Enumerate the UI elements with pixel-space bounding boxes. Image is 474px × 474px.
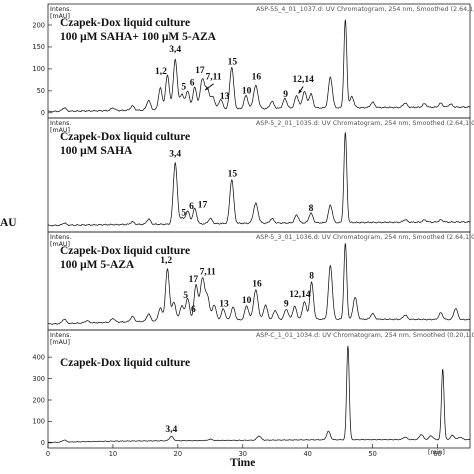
y-axis-label-unit: [mAU] — [50, 127, 70, 134]
chromatogram-trace — [47, 345, 471, 444]
peak-label: 7,11 — [200, 268, 216, 278]
peak-label: 15 — [228, 58, 238, 68]
peak-label: 6 — [190, 79, 195, 89]
peak-label: 15 — [228, 170, 238, 180]
peak-label: 12,14 — [289, 290, 311, 300]
peak-label: 1,2 — [160, 256, 172, 266]
peak-label: 6 — [191, 305, 196, 315]
y-tick-label: 200 — [32, 21, 45, 29]
panel-title-line-1: Czapek-Dox liquid culture — [60, 357, 190, 369]
y-tick-label: 150 — [32, 43, 45, 51]
chromatogram-trace — [47, 19, 471, 113]
peak-label: 13 — [219, 300, 229, 310]
peak-label: 3,4 — [165, 425, 177, 435]
peak-label: 5 — [183, 291, 188, 301]
figure-x-axis-label: Time — [230, 457, 255, 469]
peak-label: 12,14 — [292, 75, 314, 85]
panel-title-line-1: Czapek-Dox liquid culture — [60, 17, 190, 29]
peak-label: 1,2 — [155, 67, 167, 77]
peak-label: 9 — [284, 300, 289, 310]
peak-label: 17 — [189, 275, 199, 285]
peak-label: 16 — [252, 280, 262, 290]
panel-header-text: ASP-5_2_01_1035.d: UV Chromatogram, 254 … — [256, 120, 474, 127]
peak-label: 5 — [181, 83, 186, 93]
y-axis-label-unit: [mAU] — [50, 339, 70, 346]
panel-header-text: ASP-5S_4_01_1037.d: UV Chromatogram, 254… — [256, 6, 474, 13]
peak-label: 10 — [242, 296, 252, 306]
chromatogram-panel-3: ASP-5_3_01_1036.d: UV Chromatogram, 254 … — [47, 231, 474, 331]
peak-label: 16 — [252, 72, 262, 82]
peak-label: 6 — [189, 202, 194, 212]
x-tick-label: 50 — [368, 450, 376, 458]
y-axis-label-unit: [mAU] — [50, 241, 70, 248]
y-axis-label-intens: Intens. — [50, 6, 71, 13]
figure-x-unit: [min] — [428, 449, 445, 456]
y-axis-label-intens: Intens. — [50, 234, 71, 241]
peak-label: 8 — [309, 204, 314, 214]
y-tick-label: 400 — [32, 353, 45, 361]
peak-label: 5 — [181, 208, 186, 218]
y-tick-label: 0 — [41, 109, 45, 117]
peak-label: 13 — [220, 92, 230, 102]
peak-label: 8 — [309, 272, 314, 282]
y-tick-label: 100 — [32, 65, 45, 73]
peak-label: 10 — [242, 86, 252, 96]
x-tick-label: 40 — [303, 450, 311, 458]
y-axis-label-unit: [mAU] — [50, 13, 70, 20]
peak-label: 3,4 — [169, 45, 181, 55]
panel-title-line-2: 100 μM 5-AZA — [60, 259, 135, 271]
x-tick-label: 20 — [174, 450, 182, 458]
figure-y-axis-label: AU — [0, 217, 17, 229]
chromatogram-panel-1: ASP-5S_4_01_1037.d: UV Chromatogram, 254… — [32, 3, 474, 119]
peak-label: 17 — [195, 66, 205, 76]
y-tick-label: 50 — [37, 87, 45, 95]
peak-arrow-head — [205, 86, 210, 90]
x-tick-label: 0 — [46, 450, 50, 458]
x-tick-label: 60 — [433, 450, 441, 458]
panel-title-line-1: Czapek-Dox liquid culture — [60, 245, 190, 257]
peak-label: 3,4 — [169, 150, 181, 160]
y-tick-label: 300 — [32, 375, 45, 383]
peak-label: 7,11 — [205, 72, 221, 82]
chromatogram-trace — [47, 243, 471, 325]
chromatogram-panel-4: ASP-C_1_01_1034.d: UV Chromatogram, 254 … — [32, 329, 474, 458]
y-axis-label-intens: Intens. — [50, 332, 71, 339]
y-tick-label: 200 — [32, 396, 45, 404]
y-tick-label: 0 — [41, 439, 45, 447]
chromatogram-panel-2: ASP-5_2_01_1035.d: UV Chromatogram, 254 … — [47, 117, 474, 233]
panel-header-text: ASP-C_1_01_1034.d: UV Chromatogram, 254 … — [256, 332, 474, 339]
panel-header-text: ASP-5_3_01_1036.d: UV Chromatogram, 254 … — [256, 234, 474, 241]
x-tick-label: 10 — [109, 450, 117, 458]
x-tick-label: 30 — [239, 450, 247, 458]
chromatogram-trace — [47, 132, 471, 227]
panel-title-line-1: Czapek-Dox liquid culture — [60, 131, 190, 143]
y-axis-label-intens: Intens. — [50, 120, 71, 127]
panel-title-line-2: 100 μM SAHA — [60, 145, 133, 157]
y-tick-label: 100 — [32, 418, 45, 426]
chromatogram-panels: ASP-5S_4_01_1037.d: UV Chromatogram, 254… — [32, 3, 474, 458]
panel-title-line-2: 100 μM SAHA+ 100 μM 5-AZA — [60, 31, 217, 43]
peak-label: 9 — [283, 90, 288, 100]
panel-frame — [47, 329, 471, 449]
peak-label: 17 — [198, 200, 208, 210]
peak-arrow-head — [298, 89, 303, 94]
